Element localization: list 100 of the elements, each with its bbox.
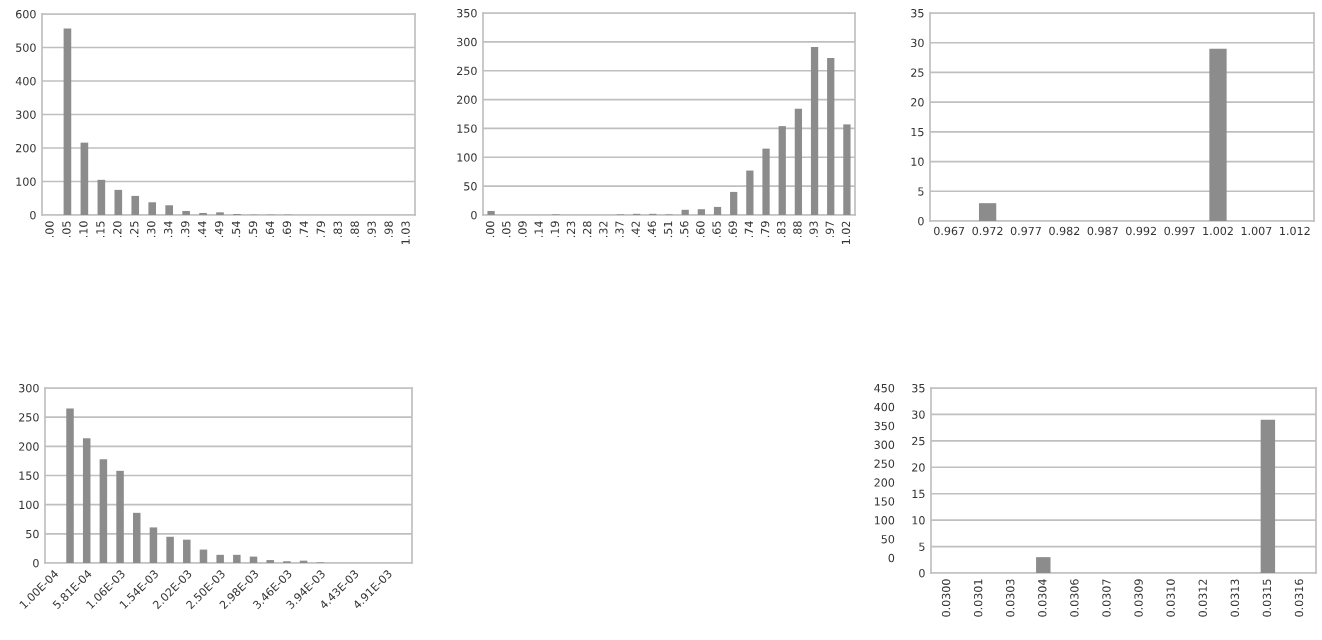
bar — [116, 470, 124, 563]
x-tick-label: .74 — [299, 221, 308, 238]
y-tick-label: 200 — [16, 143, 36, 153]
y-tick-label: 5 — [918, 187, 924, 196]
bar — [183, 539, 191, 563]
x-tick-label: 0.0307 — [1102, 579, 1111, 617]
x-tick-label: 0.0301 — [973, 579, 983, 617]
y2-tick-label: 150 — [874, 497, 895, 506]
x-tick-label: .44 — [198, 221, 207, 238]
bar — [63, 28, 72, 215]
y-tick-label: 200 — [19, 442, 39, 451]
x-tick-label: .14 — [534, 221, 543, 238]
x-tick-label: 0.0315 — [1262, 579, 1272, 617]
x-tick-label: 1.002 — [1203, 226, 1233, 236]
x-tick-label: .83 — [333, 221, 342, 238]
x-tick-label: 0.977 — [1010, 226, 1041, 236]
y-tick-label: 15 — [911, 127, 924, 137]
y-tick-label: 100 — [19, 500, 39, 510]
x-tick-label: .32 — [599, 221, 608, 238]
x-tick-label: .20 — [113, 221, 122, 238]
x-tick-label: .37 — [615, 221, 624, 238]
y2-tick-label: 50 — [881, 535, 895, 544]
y-tick-label: 30 — [911, 38, 924, 48]
y2-tick-label: 0 — [888, 553, 895, 563]
bar — [97, 179, 106, 215]
y2-tick-label: 450 — [874, 383, 895, 393]
y-tick-label: 0 — [33, 558, 39, 568]
x-tick-label: 1.03 — [401, 221, 410, 245]
y-tick-label: 5 — [919, 542, 925, 551]
y-tick-label: 30 — [912, 410, 925, 419]
x-tick-label: .49 — [214, 221, 224, 238]
y-tick-label: 50 — [464, 182, 477, 191]
x-tick-label: .74 — [744, 221, 753, 238]
x-tick-label: .15 — [96, 221, 105, 238]
y-tick-label: 250 — [457, 66, 477, 76]
bar — [487, 210, 495, 215]
bar — [149, 527, 158, 563]
y-tick-label: 600 — [16, 9, 36, 19]
y-tick-label: 25 — [912, 436, 925, 446]
y-tick-label: 10 — [912, 516, 925, 525]
bar — [133, 512, 141, 563]
bar — [82, 438, 91, 563]
x-tick-label: .05 — [502, 221, 511, 238]
y-tick-label: 0 — [918, 216, 924, 226]
x-tick-label: .00 — [45, 221, 54, 238]
x-tick-label: 0.0312 — [1198, 579, 1207, 617]
x-tick-label: 0.982 — [1049, 226, 1080, 236]
y2-tick-label: 350 — [874, 421, 895, 431]
y-tick-label: 15 — [912, 489, 925, 499]
x-tick-label: .79 — [760, 221, 770, 238]
x-tick-label: .25 — [130, 221, 139, 238]
x-tick-label: .60 — [696, 221, 705, 238]
y-tick-label: 400 — [15, 76, 36, 86]
x-tick-label: 0.0316 — [1294, 579, 1304, 617]
y-tick-label: 50 — [26, 529, 39, 539]
bar — [165, 205, 173, 215]
x-tick-label: 0.997 — [1164, 226, 1195, 236]
x-tick-label: .93 — [809, 221, 818, 238]
x-tick-label: 0.987 — [1087, 226, 1118, 236]
y-tick-label: 20 — [911, 98, 924, 107]
bar — [843, 124, 851, 215]
y-tick-label: 0 — [30, 210, 36, 220]
x-tick-label: .79 — [316, 221, 325, 238]
y-tick-label: 100 — [16, 177, 36, 186]
x-tick-label: .97 — [825, 221, 834, 238]
x-tick-label: .59 — [248, 221, 258, 238]
x-tick-label: .69 — [282, 221, 292, 238]
y-tick-label: 150 — [19, 471, 39, 480]
x-tick-label: 0.0309 — [1134, 579, 1143, 617]
bar — [697, 209, 705, 215]
x-tick-label: .88 — [350, 221, 359, 238]
bar — [746, 170, 754, 215]
bar — [233, 554, 241, 563]
y2-tick-label: 300 — [874, 440, 895, 450]
bar — [166, 536, 174, 563]
bar — [810, 47, 819, 215]
x-tick-label: 0.967 — [934, 226, 965, 236]
bar — [681, 209, 689, 215]
bar — [827, 58, 835, 215]
x-tick-label: 0.0306 — [1070, 579, 1079, 617]
x-tick-label: .51 — [663, 221, 673, 238]
x-tick-label: .93 — [367, 221, 376, 238]
bar — [713, 206, 722, 215]
y-tick-label: 35 — [912, 383, 925, 393]
bar — [794, 108, 803, 215]
x-tick-label: .19 — [550, 221, 560, 238]
x-tick-label: 1.02 — [841, 221, 851, 245]
x-tick-label: 0.992 — [1126, 226, 1156, 236]
x-tick-label: .00 — [485, 221, 495, 238]
x-tick-label: 0.0300 — [941, 579, 951, 617]
bar — [99, 459, 108, 563]
bar — [148, 202, 157, 215]
x-tick-label: 0.972 — [972, 226, 1003, 236]
y-tick-label: 250 — [19, 413, 39, 422]
x-tick-label: 0.0303 — [1006, 579, 1015, 617]
y-tick-label: 350 — [457, 8, 477, 18]
y2-tick-label: 200 — [874, 478, 895, 487]
x-tick-label: .46 — [647, 221, 657, 238]
bar — [114, 189, 123, 215]
y-tick-label: 0 — [471, 210, 477, 220]
